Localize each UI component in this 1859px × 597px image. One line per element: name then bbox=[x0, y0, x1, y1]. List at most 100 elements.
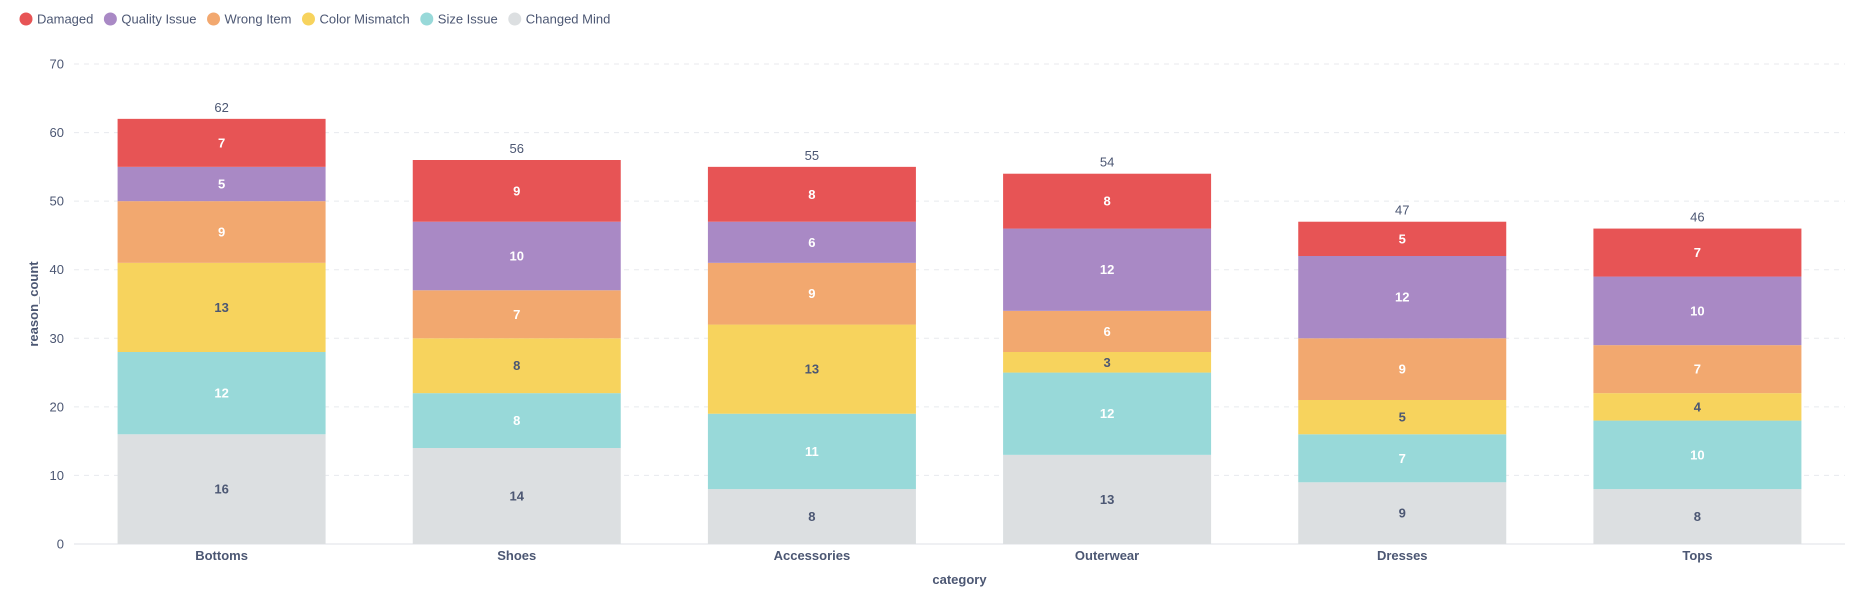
y-tick-label: 70 bbox=[50, 57, 64, 72]
x-axis-title: category bbox=[932, 572, 987, 587]
segment-value-label: 6 bbox=[1103, 324, 1110, 339]
bar-segment[interactable] bbox=[1298, 400, 1507, 435]
x-tick-label: Tops bbox=[1682, 548, 1712, 563]
bar-segment[interactable] bbox=[1003, 310, 1212, 352]
legend-item[interactable]: Color Mismatch bbox=[301, 12, 410, 27]
bar-segment[interactable] bbox=[1593, 420, 1802, 490]
bar-segment[interactable] bbox=[412, 290, 621, 339]
segment-value-label: 8 bbox=[808, 187, 815, 202]
bar-segment[interactable] bbox=[412, 448, 621, 544]
segment-value-label: 12 bbox=[214, 386, 228, 401]
bar-segment[interactable] bbox=[707, 324, 916, 414]
segment-value-label: 16 bbox=[214, 482, 228, 497]
segment-value-label: 10 bbox=[510, 249, 524, 264]
bar-segment[interactable] bbox=[1298, 338, 1507, 400]
bar-segment[interactable] bbox=[707, 166, 916, 222]
legend-label: Damaged bbox=[37, 12, 93, 27]
segment-value-label: 5 bbox=[218, 177, 225, 192]
legend-item[interactable]: Wrong Item bbox=[207, 12, 291, 27]
bar-segment[interactable] bbox=[1593, 345, 1802, 394]
y-axis-title: reason_count bbox=[26, 261, 41, 347]
bar-segment[interactable] bbox=[412, 393, 621, 448]
bar-segment[interactable] bbox=[1298, 434, 1507, 483]
y-tick-label: 30 bbox=[50, 331, 64, 346]
bar-stack[interactable]: 13 12 3 6 12 8 54 bbox=[1003, 155, 1212, 544]
bar-segment[interactable] bbox=[1593, 489, 1802, 544]
segment-value-label: 5 bbox=[1399, 231, 1406, 246]
bars: 1612139576214887109568111396855131236128… bbox=[117, 100, 1802, 544]
segment-value-label: 13 bbox=[214, 300, 228, 315]
legend-swatch bbox=[207, 12, 221, 26]
bar-segment[interactable] bbox=[1298, 482, 1507, 544]
segment-value-label: 12 bbox=[1395, 290, 1409, 305]
segment-value-label: 7 bbox=[218, 135, 225, 150]
legend-label: Color Mismatch bbox=[319, 12, 409, 27]
bar-stack[interactable]: 14 8 8 7 10 9 56 bbox=[412, 141, 621, 544]
segment-value-label: 8 bbox=[513, 413, 520, 428]
legend-swatch bbox=[103, 12, 117, 26]
segment-value-label: 4 bbox=[1694, 399, 1702, 414]
bar-segment[interactable] bbox=[1003, 352, 1212, 373]
segment-value-label: 8 bbox=[808, 509, 815, 524]
bar-segment[interactable] bbox=[412, 160, 621, 222]
y-tick-label: 40 bbox=[50, 262, 64, 277]
segment-value-label: 6 bbox=[808, 235, 815, 250]
bar-segment[interactable] bbox=[117, 262, 326, 352]
bar-segment[interactable] bbox=[707, 489, 916, 544]
y-axis-ticks: 0 10 20 30 40 50 60 70 bbox=[50, 57, 64, 552]
x-axis-ticks: Bottoms Shoes Accessories Outerwear Dresses T… bbox=[195, 548, 1712, 563]
segment-value-label: 12 bbox=[1100, 406, 1114, 421]
bar-segment[interactable] bbox=[1003, 228, 1212, 311]
grid-lines bbox=[74, 63, 1845, 545]
bar-segment[interactable] bbox=[707, 221, 916, 263]
bar-stack[interactable]: 8 11 13 9 6 8 55 bbox=[707, 148, 916, 544]
bar-segment[interactable] bbox=[1593, 393, 1802, 421]
bar-segment[interactable] bbox=[117, 434, 326, 544]
segment-value-label: 9 bbox=[1399, 362, 1406, 377]
bar-segment[interactable] bbox=[1593, 276, 1802, 346]
legend-item[interactable]: Changed Mind bbox=[508, 12, 610, 27]
bar-segment[interactable] bbox=[117, 352, 326, 435]
legend-item[interactable]: Size Issue bbox=[420, 12, 498, 27]
segment-value-label: 13 bbox=[1100, 492, 1114, 507]
segment-value-label: 9 bbox=[1399, 506, 1406, 521]
segment-value-label: 8 bbox=[1694, 509, 1701, 524]
bar-segment[interactable] bbox=[1593, 228, 1802, 277]
bar-total-label: 54 bbox=[1100, 155, 1114, 170]
bar-segment[interactable] bbox=[1003, 372, 1212, 455]
bar-segment[interactable] bbox=[1003, 173, 1212, 229]
bar-segment[interactable] bbox=[117, 201, 326, 263]
bar-segment[interactable] bbox=[707, 413, 916, 490]
legend-label: Wrong Item bbox=[225, 12, 292, 27]
bar-total-label: 55 bbox=[805, 148, 819, 163]
bar-segment[interactable] bbox=[412, 338, 621, 394]
legend-item[interactable]: Quality Issue bbox=[103, 12, 197, 27]
bar-segment[interactable] bbox=[1298, 221, 1507, 256]
legend-item[interactable]: Damaged bbox=[19, 12, 94, 27]
y-tick-label: 0 bbox=[57, 537, 64, 552]
bar-segment[interactable] bbox=[1003, 454, 1212, 544]
segment-value-label: 8 bbox=[1103, 194, 1110, 209]
bar-stack[interactable]: 8 10 4 7 10 7 46 bbox=[1593, 210, 1802, 544]
y-tick-label: 20 bbox=[50, 399, 64, 414]
bar-segment[interactable] bbox=[412, 221, 621, 291]
segment-value-label: 8 bbox=[513, 358, 520, 373]
bar-segment[interactable] bbox=[117, 166, 326, 202]
bar-stack[interactable]: 16 12 13 9 5 7 62 bbox=[117, 100, 326, 544]
bar-stack[interactable]: 9 7 5 9 12 5 47 bbox=[1298, 203, 1507, 544]
bar-segment[interactable] bbox=[707, 262, 916, 325]
legend-label: Size Issue bbox=[438, 12, 498, 27]
segment-value-label: 9 bbox=[513, 183, 520, 198]
bar-segment[interactable] bbox=[117, 118, 326, 167]
legend-swatch bbox=[508, 12, 522, 26]
segment-value-label: 13 bbox=[805, 362, 819, 377]
y-tick-label: 50 bbox=[50, 194, 64, 209]
legend: Damaged Quality Issue Wrong Item Color Mism… bbox=[19, 12, 610, 27]
bar-segment[interactable] bbox=[1298, 256, 1507, 339]
y-tick-label: 60 bbox=[50, 125, 64, 140]
segment-value-label: 10 bbox=[1690, 303, 1704, 318]
legend-label: Quality Issue bbox=[121, 12, 196, 27]
legend-swatch bbox=[19, 12, 33, 26]
